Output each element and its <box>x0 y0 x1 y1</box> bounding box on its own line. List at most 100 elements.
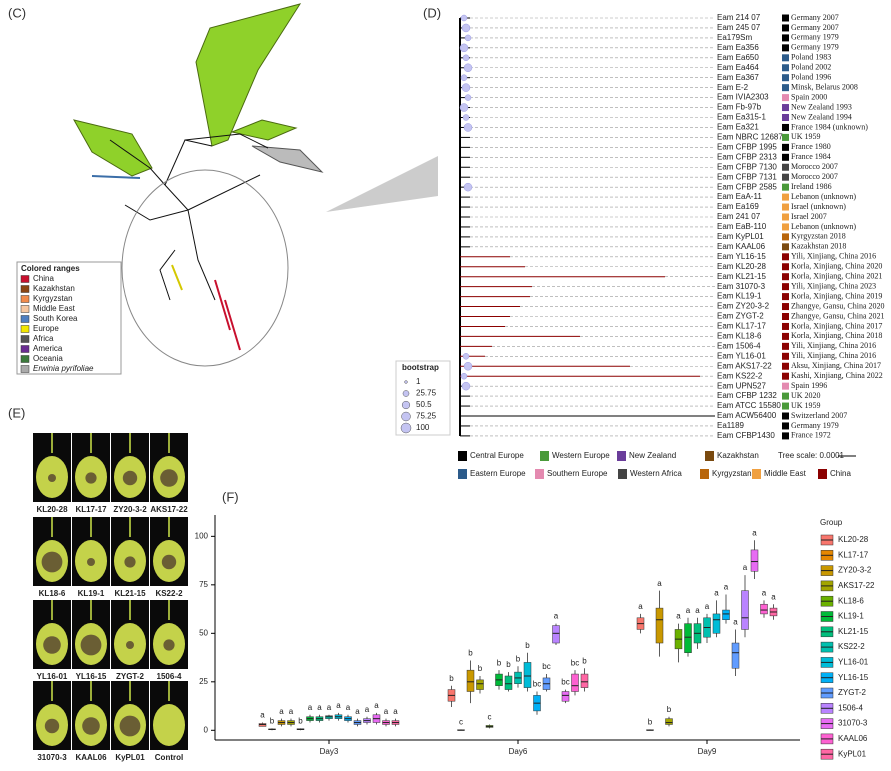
legend-label: Kyrgyzstan <box>712 469 752 478</box>
box <box>731 642 740 669</box>
taxon-label: Eam UPN527 <box>717 381 766 390</box>
lesion <box>163 639 175 651</box>
origin-swatch <box>782 322 789 330</box>
origin-label: Korla, Xinjiang, China 2018 <box>791 331 882 340</box>
node-support <box>460 74 468 81</box>
origin-label: UK 1959 <box>791 401 821 410</box>
taxon-label: Eam KS22-2 <box>717 371 763 380</box>
significance-letter: a <box>336 701 341 710</box>
significance-letter: b <box>516 654 521 663</box>
origin-label: Israel 2007 <box>791 212 827 221</box>
bootstrap-label: 1 <box>416 377 421 386</box>
bootstrap-key <box>402 390 410 397</box>
node-support <box>461 83 471 92</box>
significance-letter: a <box>346 703 351 712</box>
legend-label: KL21-15 <box>838 627 869 636</box>
tree-scale: Tree scale: 0.0001 <box>778 451 845 460</box>
taxon-label: Eam 241 07 <box>717 212 761 221</box>
lesion <box>161 554 177 570</box>
photo-label: KL18-6 <box>39 589 66 598</box>
origin-label: Poland 1996 <box>791 73 831 82</box>
significance-letter: c <box>459 717 463 726</box>
origin-label: Yili, Xinjiang, China 2016 <box>791 341 876 350</box>
box <box>750 549 759 572</box>
box <box>712 613 721 634</box>
photo-label: KL21-15 <box>114 589 146 598</box>
taxon-label: Eam ZYGT-2 <box>717 312 764 321</box>
x-tick-label: Day3 <box>320 747 339 756</box>
origin-label: Yili, Xinjiang, China 2023 <box>791 281 876 290</box>
legend-swatch <box>458 469 467 479</box>
origin-swatch <box>782 24 789 32</box>
legend-label: KS22-2 <box>838 642 865 651</box>
origin-label: Aksu, Xinjiang, China 2017 <box>791 361 881 370</box>
significance-letter: a <box>260 711 265 720</box>
box <box>466 669 475 692</box>
bootstrap-label: 25.75 <box>416 389 437 398</box>
origin-swatch <box>782 233 789 241</box>
taxon-label: Ea179Sm <box>717 33 752 42</box>
legend-swatch <box>535 469 544 479</box>
significance-letter: a <box>393 707 398 716</box>
legend-swatch <box>20 285 30 293</box>
taxon-label: Eam KL18-6 <box>717 332 762 341</box>
legend-label: ZY20-3-2 <box>838 566 872 575</box>
origin-label: Zhangye, Gansu, China 2021 <box>791 311 885 320</box>
origin-label: Minsk, Belarus 2008 <box>791 82 858 91</box>
legend-swatch <box>20 355 30 363</box>
origin-label: Israel (unknown) <box>791 202 846 211</box>
legend-swatch <box>20 305 30 313</box>
legend-label: Central Europe <box>470 451 524 460</box>
taxon-label: Eam 1506-4 <box>717 341 761 350</box>
legend-swatch <box>540 451 549 461</box>
panel-label: (C) <box>8 5 26 20</box>
taxon-label: Eam Ea650 <box>717 53 759 62</box>
node-support <box>463 63 473 72</box>
significance-letter: a <box>374 701 379 710</box>
significance-letter: a <box>695 606 700 615</box>
lesion <box>124 556 136 568</box>
significance-letter: a <box>743 563 748 572</box>
y-tick-label: 100 <box>195 531 209 540</box>
box <box>655 607 664 644</box>
origin-label: Korla, Xinjiang, China 2019 <box>791 291 882 300</box>
origin-label: Yili, Xinjiang, China 2016 <box>791 252 876 261</box>
legend-label: Southern Europe <box>547 469 608 478</box>
origin-label: Germany 2007 <box>791 13 839 22</box>
origin-label: Korla, Xinjiang, China 2020 <box>791 262 882 271</box>
significance-letter: b <box>525 641 530 650</box>
origin-label: Spain 1996 <box>791 381 827 390</box>
origin-swatch <box>782 203 789 211</box>
node-support <box>459 43 469 53</box>
lesion <box>48 474 56 482</box>
taxon-label: Eam CFBP1430 <box>717 431 775 440</box>
significance-letter: b <box>468 649 473 658</box>
origin-swatch <box>782 213 789 221</box>
origin-label: Poland 2002 <box>791 63 831 72</box>
lesion <box>122 470 138 486</box>
origin-swatch <box>782 313 789 320</box>
node-support <box>459 103 469 112</box>
origin-label: Germany 1979 <box>791 33 839 42</box>
origin-label: Switzerland 2007 <box>791 411 847 420</box>
panel-label: (F) <box>222 489 239 504</box>
taxon-label: Eam YL16-01 <box>717 351 766 360</box>
origin-swatch <box>782 253 789 261</box>
significance-letter: a <box>733 618 738 627</box>
origin-label: Ireland 1986 <box>791 182 832 191</box>
legend-label: Erwinia pyrifoliae <box>33 364 94 373</box>
photo-label: Control <box>155 753 183 762</box>
origin-label: France 1972 <box>791 431 831 440</box>
origin-swatch <box>782 243 789 251</box>
origin-swatch <box>782 153 789 161</box>
significance-letter: a <box>289 707 294 716</box>
taxon-label: Eam Ea367 <box>717 73 759 82</box>
significance-letter: b <box>582 656 587 665</box>
origin-label: France 1980 <box>791 142 831 151</box>
origin-swatch <box>782 44 789 52</box>
origin-swatch <box>782 173 789 181</box>
tree-c <box>73 3 438 367</box>
bootstrap-label: 75.25 <box>416 412 437 421</box>
